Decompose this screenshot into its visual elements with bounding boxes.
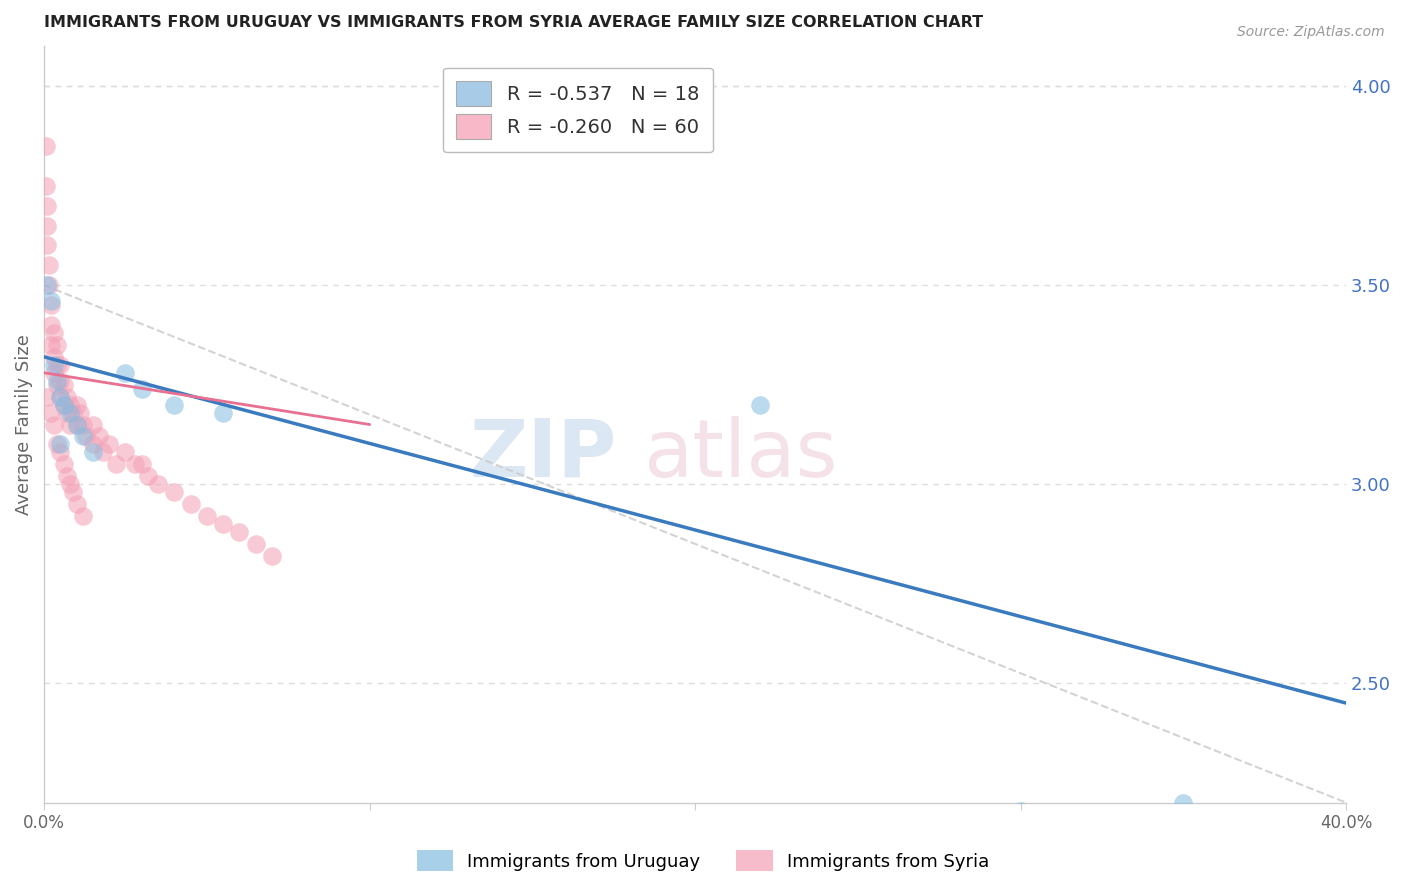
- Point: [114, 366, 136, 380]
- Point: [1173, 796, 1195, 810]
- Text: ZIP: ZIP: [470, 416, 617, 494]
- Point: [49, 445, 72, 459]
- Point: [38, 278, 60, 293]
- Point: [82, 445, 104, 459]
- Point: [39, 294, 62, 309]
- Point: [42, 417, 65, 432]
- Point: [37, 219, 59, 233]
- Point: [39, 298, 62, 312]
- Point: [62, 485, 84, 500]
- Point: [59, 398, 82, 412]
- Point: [66, 417, 89, 432]
- Point: [46, 374, 69, 388]
- Point: [35, 178, 58, 193]
- Point: [66, 417, 89, 432]
- Point: [49, 374, 72, 388]
- Point: [52, 377, 75, 392]
- Point: [72, 509, 94, 524]
- Point: [56, 406, 79, 420]
- Y-axis label: Average Family Size: Average Family Size: [15, 334, 32, 515]
- Text: atlas: atlas: [643, 416, 838, 494]
- Point: [1010, 804, 1032, 818]
- Point: [39, 338, 62, 352]
- Point: [260, 549, 283, 563]
- Point: [39, 406, 62, 420]
- Point: [46, 358, 69, 372]
- Point: [42, 366, 65, 380]
- Point: [56, 390, 79, 404]
- Point: [195, 509, 218, 524]
- Point: [131, 382, 153, 396]
- Point: [59, 477, 82, 491]
- Point: [163, 485, 186, 500]
- Point: [72, 417, 94, 432]
- Point: [37, 238, 59, 252]
- Point: [42, 350, 65, 364]
- Point: [42, 326, 65, 340]
- Point: [52, 458, 75, 472]
- Text: Source: ZipAtlas.com: Source: ZipAtlas.com: [1237, 25, 1385, 39]
- Point: [52, 398, 75, 412]
- Point: [59, 417, 82, 432]
- Legend: R = -0.537   N = 18, R = -0.260   N = 60: R = -0.537 N = 18, R = -0.260 N = 60: [443, 68, 713, 153]
- Point: [46, 437, 69, 451]
- Text: IMMIGRANTS FROM URUGUAY VS IMMIGRANTS FROM SYRIA AVERAGE FAMILY SIZE CORRELATION: IMMIGRANTS FROM URUGUAY VS IMMIGRANTS FR…: [44, 15, 983, 30]
- Legend: Immigrants from Uruguay, Immigrants from Syria: Immigrants from Uruguay, Immigrants from…: [409, 843, 997, 879]
- Point: [98, 437, 121, 451]
- Point: [52, 398, 75, 412]
- Point: [37, 199, 59, 213]
- Point: [49, 390, 72, 404]
- Point: [82, 417, 104, 432]
- Point: [749, 398, 772, 412]
- Point: [69, 406, 91, 420]
- Point: [59, 406, 82, 420]
- Point: [38, 258, 60, 272]
- Point: [91, 445, 114, 459]
- Point: [49, 358, 72, 372]
- Point: [46, 377, 69, 392]
- Point: [42, 358, 65, 372]
- Point: [35, 139, 58, 153]
- Point: [39, 318, 62, 332]
- Point: [66, 398, 89, 412]
- Point: [46, 338, 69, 352]
- Point: [124, 458, 146, 472]
- Point: [146, 477, 169, 491]
- Point: [180, 497, 202, 511]
- Point: [56, 469, 79, 483]
- Point: [49, 390, 72, 404]
- Point: [37, 278, 59, 293]
- Point: [89, 429, 111, 443]
- Point: [72, 429, 94, 443]
- Point: [104, 458, 127, 472]
- Point: [49, 437, 72, 451]
- Point: [228, 524, 250, 539]
- Point: [66, 497, 89, 511]
- Point: [62, 406, 84, 420]
- Point: [212, 516, 235, 531]
- Point: [136, 469, 159, 483]
- Point: [75, 429, 97, 443]
- Point: [37, 390, 59, 404]
- Point: [245, 537, 267, 551]
- Point: [82, 437, 104, 451]
- Point: [163, 398, 186, 412]
- Point: [212, 406, 235, 420]
- Point: [131, 458, 153, 472]
- Point: [114, 445, 136, 459]
